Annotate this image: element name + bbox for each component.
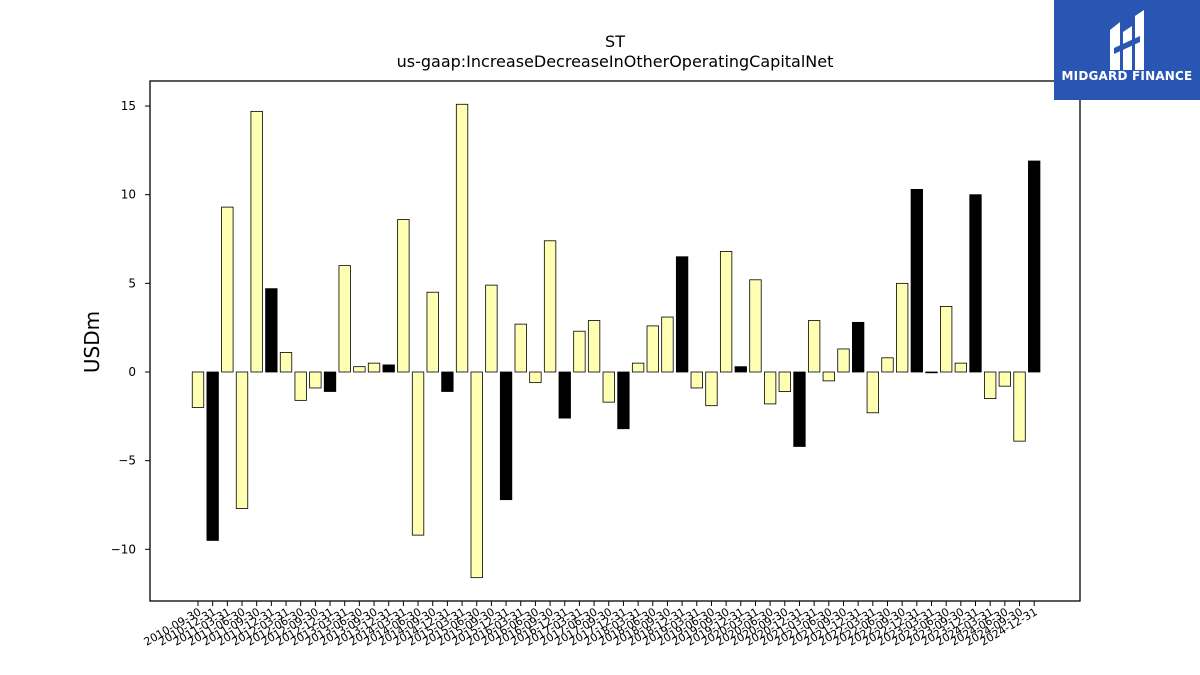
bar-2017-12-31 (617, 371, 630, 430)
bar-2014-12-31 (441, 371, 454, 392)
chart-title: ST (605, 32, 625, 51)
brand-logo: MIDGARD FINANCE (1054, 0, 1200, 100)
bar-2018-03-31 (631, 362, 645, 373)
bar-2015-12-31 (499, 371, 513, 501)
bar-2017-09-30 (602, 371, 615, 403)
bar-2012-06-30 (294, 371, 307, 401)
bar-2019-03-31 (690, 371, 703, 389)
bars-group (191, 103, 1041, 579)
y-tick-label: −5 (118, 454, 136, 468)
bar-2017-06-30 (587, 320, 601, 373)
bar-2023-12-31 (969, 194, 982, 373)
y-tick-label: 5 (128, 276, 136, 290)
logo-text: MIDGARD FINANCE (1061, 69, 1193, 83)
bar-2016-12-31 (558, 371, 571, 419)
bar-2015-03-31 (455, 103, 469, 373)
bar-2018-06-30 (646, 325, 659, 373)
bar-2012-03-31 (279, 352, 293, 373)
y-tick-label: 0 (128, 365, 136, 379)
bar-2023-09-30 (954, 362, 967, 373)
bar-2012-09-30 (309, 371, 322, 389)
bar-2018-09-30 (661, 316, 674, 373)
bar-2012-12-31 (323, 371, 337, 392)
bar-2010-12-31 (206, 371, 219, 541)
y-axis: −10 −5 0 5 10 15 (111, 99, 150, 556)
bar-2020-09-30 (778, 371, 791, 392)
y-tick-label: 10 (121, 188, 136, 202)
bar-2017-03-31 (573, 330, 586, 373)
x-axis: 2010-09-302010-12-312011-03-312011-06-30… (142, 601, 1040, 649)
bar-2021-06-30 (822, 371, 835, 382)
bar-2016-06-30 (529, 371, 542, 384)
y-tick-label: −10 (111, 542, 136, 556)
plot-frame (149, 80, 1081, 602)
bar-2022-06-30 (881, 357, 894, 373)
bar-2014-09-30 (426, 291, 439, 373)
bar-2024-03-31 (984, 371, 997, 400)
bar-2022-12-31 (910, 188, 923, 373)
bar-2013-09-30 (367, 362, 381, 373)
bar-2011-03-31 (221, 206, 234, 373)
bar-2010-09-30 (191, 371, 205, 408)
bar-2018-12-31 (675, 256, 689, 373)
bar-2011-12-31 (265, 288, 278, 373)
bar-2022-03-31 (866, 371, 879, 414)
bar-2021-12-31 (852, 321, 865, 373)
bar-2023-06-30 (940, 305, 953, 373)
y-axis-label: USDm (80, 310, 104, 374)
bar-2019-06-30 (705, 371, 718, 407)
bar-2013-06-30 (353, 366, 366, 373)
bar-2013-03-31 (338, 265, 351, 373)
chart-subtitle: us-gaap:IncreaseDecreaseInOtherOperating… (396, 52, 834, 71)
bar-2024-12-31 (1028, 160, 1041, 373)
bar-2022-09-30 (896, 282, 909, 373)
bar-2023-03-31 (925, 371, 938, 374)
bar-2019-09-30 (719, 251, 733, 373)
bar-2014-03-31 (397, 219, 410, 373)
bar-2019-12-31 (734, 366, 747, 373)
bar-2020-03-31 (749, 279, 762, 373)
y-tick-label: 15 (121, 99, 136, 113)
bar-2021-03-31 (807, 320, 821, 373)
bar-2011-09-30 (250, 110, 263, 373)
bar-2016-03-31 (514, 323, 527, 373)
logo-mark-icon (1110, 10, 1144, 70)
bar-2013-12-31 (382, 364, 395, 373)
bar-2021-09-30 (837, 348, 850, 373)
bar-2024-09-30 (1013, 371, 1026, 442)
bar-2011-06-30 (235, 371, 249, 509)
bar-2015-09-30 (485, 284, 498, 373)
bar-2020-12-31 (793, 371, 806, 447)
bar-2014-06-30 (411, 371, 425, 536)
bar-2016-09-30 (543, 240, 557, 373)
bar-2015-06-30 (470, 371, 483, 579)
bar-2020-06-30 (763, 371, 777, 405)
bar-2024-06-30 (998, 371, 1011, 387)
